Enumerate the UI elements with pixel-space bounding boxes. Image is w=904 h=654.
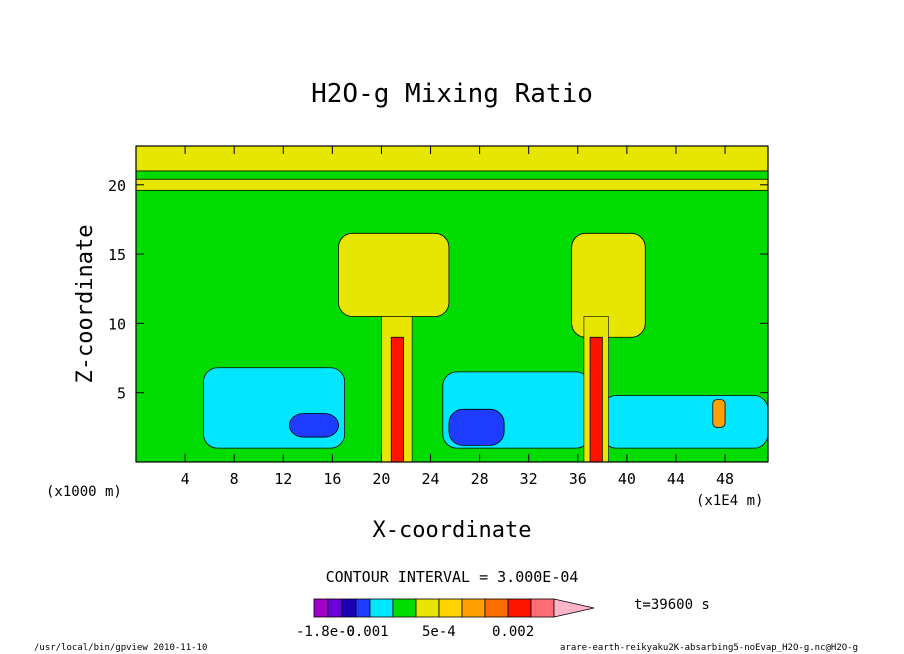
x-tick-label: 20	[372, 470, 390, 488]
contour-region-core-left	[288, 413, 339, 438]
colorbar-cell	[369, 598, 394, 618]
x-tick-label: 44	[667, 470, 685, 488]
x-tick-label: 32	[520, 470, 538, 488]
colorbar-cell	[392, 598, 417, 618]
colorbar-cell	[438, 598, 463, 618]
y-tick-label: 5	[117, 385, 126, 403]
colorbar-cell	[484, 598, 509, 618]
y-unit-label: (x1E4 m)	[696, 493, 763, 509]
colorbar-cell	[415, 598, 440, 618]
footer-left: /usr/local/bin/gpview 2010-11-10	[34, 643, 207, 653]
contour-region-updraft-left-core	[390, 336, 404, 463]
colorbar-label: -1.8e-0	[296, 624, 355, 640]
x-unit-label: (x1000 m)	[46, 484, 122, 500]
colorbar-arrow	[553, 598, 595, 618]
colorbar-cell	[355, 598, 371, 618]
plot-frame	[135, 145, 769, 463]
x-tick-label: 28	[471, 470, 489, 488]
x-tick-label: 48	[716, 470, 734, 488]
contour-region-anvil-left	[338, 232, 450, 317]
x-tick-label: 24	[421, 470, 439, 488]
contour-region-upper-band-20	[135, 178, 769, 191]
colorbar-labels: -1.8e-0 -0.001 5e-4 0.002	[296, 624, 534, 640]
y-tick-label: 20	[108, 177, 126, 195]
contour-region-small-cell	[712, 399, 726, 428]
contour-regions	[135, 145, 769, 463]
footer-right: arare-earth-reikyaku2K-absarbing5-noEvap…	[560, 643, 858, 653]
colorbar-cell	[507, 598, 532, 618]
colorbar-label: -0.001	[338, 624, 389, 640]
colorbar-label: 5e-4	[422, 624, 456, 640]
colorbar-cell	[313, 598, 329, 618]
contour-region-upper-band-22	[135, 145, 769, 172]
chart-title: H2O-g Mixing Ratio	[311, 79, 593, 109]
y-tick-label: 15	[108, 246, 126, 264]
y-tick-label: 10	[108, 315, 126, 333]
colorbar-label: 0.002	[492, 624, 534, 640]
x-tick-label: 40	[618, 470, 636, 488]
x-axis-label: X-coordinate	[373, 518, 532, 543]
colorbar-cell	[461, 598, 486, 618]
contour-region-moist-low-right	[601, 395, 769, 449]
x-tick-label: 16	[323, 470, 341, 488]
contour-region-core-mid	[448, 408, 505, 446]
contour-interval-label: CONTOUR INTERVAL = 3.000E-04	[326, 568, 579, 586]
colorbar-cell	[327, 598, 343, 618]
time-label: t=39600 s	[634, 597, 710, 613]
contour-region-updraft-right-core	[589, 336, 603, 463]
x-tick-label: 36	[569, 470, 587, 488]
colorbar-cell	[530, 598, 555, 618]
x-tick-label: 12	[274, 470, 292, 488]
y-axis-label: Z-coordinate	[73, 225, 98, 384]
colorbar	[313, 598, 595, 618]
colorbar-cell	[341, 598, 357, 618]
x-tick-label: 4	[181, 470, 190, 488]
x-tick-label: 8	[230, 470, 239, 488]
